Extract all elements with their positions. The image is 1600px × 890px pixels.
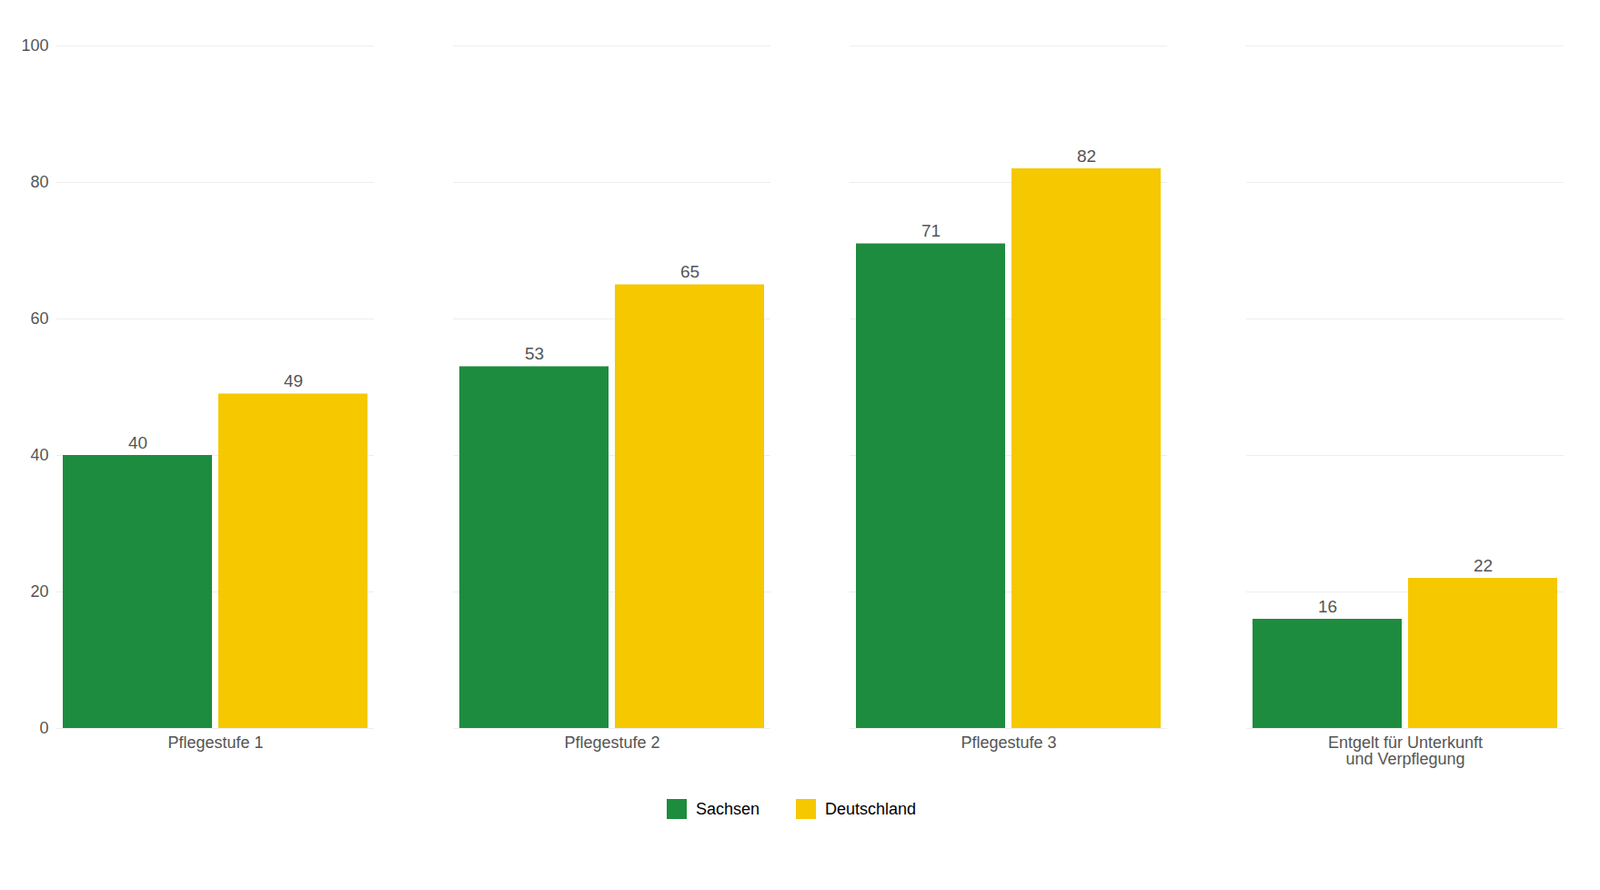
svg-text:100: 100 xyxy=(20,36,49,55)
html-text:Sachsen: Sachsen xyxy=(695,799,760,818)
svg-text:16: 16 xyxy=(1318,596,1338,616)
svg-text:40: 40 xyxy=(128,432,148,453)
svg-text:Entgelt für Unterkunftund Verp: Entgelt für Unterkunftund Verpflegung xyxy=(1328,733,1483,768)
svg-text:49: 49 xyxy=(283,371,303,391)
svg-text:40: 40 xyxy=(30,445,49,464)
svg-text:Pflegestufe 1: Pflegestufe 1 xyxy=(167,733,263,752)
svg-text:65: 65 xyxy=(680,261,700,282)
svg-text:20: 20 xyxy=(30,582,49,601)
html-text:Deutschland: Deutschland xyxy=(825,799,917,818)
svg-text:53: 53 xyxy=(524,343,544,363)
svg-text:60: 60 xyxy=(30,309,49,328)
svg-text:Pflegestufe 3: Pflegestufe 3 xyxy=(960,733,1057,752)
svg-text:80: 80 xyxy=(30,172,49,192)
svg-text:22: 22 xyxy=(1473,555,1493,575)
svg-text:Pflegestufe 2: Pflegestufe 2 xyxy=(563,733,660,752)
svg-text:71: 71 xyxy=(921,221,941,241)
svg-text:82: 82 xyxy=(1076,146,1097,166)
svg-text:0: 0 xyxy=(39,718,49,737)
